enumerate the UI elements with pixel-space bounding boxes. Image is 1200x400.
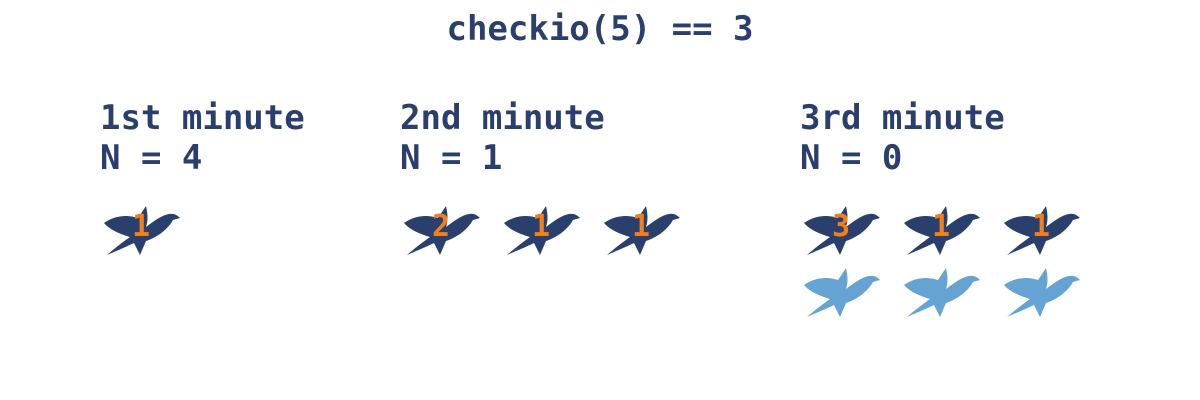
n-label: N = 0: [800, 138, 903, 178]
bird-age-label: 1: [131, 209, 151, 244]
bird-icon: 1: [600, 203, 682, 257]
bird-age-label: 1: [631, 209, 651, 244]
bird-shape: [1004, 268, 1080, 317]
new-bird-icon: [1000, 265, 1082, 319]
new-bird-icon: [900, 265, 982, 319]
bird-shape: [504, 206, 580, 255]
bird-shape: [904, 206, 980, 255]
n-label: N = 1: [400, 138, 503, 178]
bird-group: 2 1 1: [400, 203, 760, 333]
bird-shape: [804, 268, 880, 317]
bird-age-label: 1: [531, 209, 551, 244]
bird-icon: 1: [500, 203, 582, 257]
bird-age-label: 2: [431, 209, 451, 244]
step-minute-2: 2nd minute N = 1 2 1 1: [400, 98, 760, 358]
bird-shape: [804, 206, 880, 255]
minute-label: 2nd minute: [400, 98, 605, 138]
bird-age-label: 3: [831, 209, 851, 244]
diagram-title: checkio(5) == 3: [446, 9, 754, 49]
minute-label: 1st minute: [100, 98, 305, 138]
bird-age-label: 1: [1031, 209, 1051, 244]
bird-age-label: 1: [931, 209, 951, 244]
bird-icon: 1: [100, 203, 182, 257]
bird-shape: [604, 206, 680, 255]
bird-shape: [404, 206, 480, 255]
bird-icon: 3: [800, 203, 882, 257]
bird-group: 1: [100, 203, 460, 333]
bird-shape: [104, 206, 180, 255]
n-label: N = 4: [100, 138, 203, 178]
minute-label: 3rd minute: [800, 98, 1005, 138]
bird-shape: [904, 268, 980, 317]
new-bird-icon: [800, 265, 882, 319]
bird-icon: 1: [900, 203, 982, 257]
step-minute-1: 1st minute N = 4 1: [100, 98, 460, 358]
step-minute-3: 3rd minute N = 0 3 1 1: [800, 98, 1160, 358]
bird-group: 3 1 1: [800, 203, 1160, 333]
bird-shape: [1004, 206, 1080, 255]
bird-icon: 2: [400, 203, 482, 257]
bird-icon: 1: [1000, 203, 1082, 257]
